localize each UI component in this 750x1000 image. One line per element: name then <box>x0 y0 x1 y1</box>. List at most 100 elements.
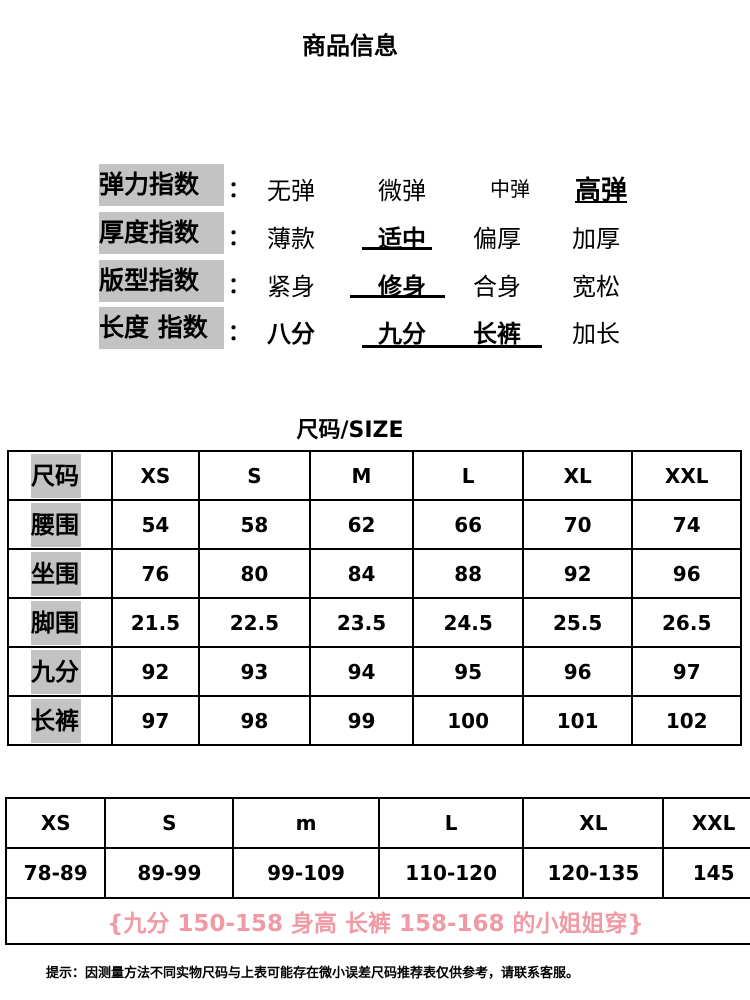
table-cell: 66 <box>412 499 524 550</box>
row-header: 长裤 <box>7 695 113 746</box>
table-cell: 98 <box>198 695 311 746</box>
table-row: 长裤 97 98 99 100 101 102 <box>7 695 742 746</box>
selection-underline <box>362 247 432 250</box>
column-header: L <box>377 797 525 849</box>
column-header: M <box>308 450 415 501</box>
table-row: 坐围 76 80 84 88 92 96 <box>7 548 742 599</box>
table-row: 脚围 21.5 22.5 23.5 24.5 25.5 26.5 <box>7 597 742 648</box>
index-option: 无弹 <box>267 177 315 205</box>
index-option: 紧身 <box>267 273 315 301</box>
table-cell: 25.5 <box>521 597 634 648</box>
row-header: 坐围 <box>7 548 113 599</box>
table-cell: 100 <box>412 695 524 746</box>
table-cell: 76 <box>110 548 201 599</box>
table-row: 78-89 89-99 99-109 110-120 120-135 145 <box>4 847 750 899</box>
table-cell: 99 <box>308 695 415 746</box>
table-cell: 74 <box>631 499 742 550</box>
table-cell: 94 <box>308 646 415 697</box>
index-option: 宽松 <box>572 273 620 301</box>
column-header: L <box>412 450 524 501</box>
column-header: XS <box>4 797 107 849</box>
row-header: 腰围 <box>7 499 113 550</box>
table-cell: 95 <box>412 646 524 697</box>
page-title: 商品信息 <box>302 32 398 60</box>
index-label: 厚度指数 <box>99 212 224 254</box>
table-cell: 92 <box>110 646 201 697</box>
table-cell: 23.5 <box>308 597 415 648</box>
height-note: {九分 150-158 身高 长裤 158-168 的小姐姐穿} <box>5 897 750 945</box>
index-label: 版型指数 <box>99 260 224 302</box>
table-cell: 80 <box>198 548 311 599</box>
column-header: XXL <box>631 450 742 501</box>
table-cell: 120-135 <box>522 847 665 899</box>
index-option: 加厚 <box>572 225 620 253</box>
table-cell: 110-120 <box>377 847 525 899</box>
table-cell: 21.5 <box>110 597 201 648</box>
selection-underline <box>350 295 445 298</box>
size-title: 尺码/SIZE <box>296 418 404 443</box>
selection-underline <box>362 345 542 348</box>
index-option: 薄款 <box>267 225 315 253</box>
row-header: 九分 <box>7 646 113 697</box>
table-row: 九分 92 93 94 95 96 97 <box>7 646 742 697</box>
index-option: 微弹 <box>378 177 426 205</box>
size-table: 尺码 XS S M L XL XXL 腰围 54 58 62 66 70 74 坐围 76 80 84 88 92 96… <box>7 450 742 746</box>
table-cell: 54 <box>110 499 201 550</box>
column-header: S <box>198 450 311 501</box>
table-cell: 92 <box>521 548 634 599</box>
index-option: 加长 <box>572 320 620 348</box>
index-option: 偏厚 <box>473 225 521 253</box>
row-header-label: 长裤 <box>31 698 81 743</box>
table-cell: 102 <box>631 695 742 746</box>
table-row: 尺码 XS S M L XL XXL <box>7 450 742 501</box>
column-header: XL <box>521 450 634 501</box>
index-option: 合身 <box>473 273 521 301</box>
table-cell: 88 <box>412 548 524 599</box>
index-label: 长度 指数 <box>99 307 224 349</box>
column-header: S <box>104 797 235 849</box>
row-header-label: 九分 <box>31 649 81 694</box>
table-cell: 101 <box>521 695 634 746</box>
index-option-selected: 九分 <box>378 320 426 348</box>
table-cell: 84 <box>308 548 415 599</box>
table-row: 腰围 54 58 62 66 70 74 <box>7 499 742 550</box>
column-header: m <box>232 797 380 849</box>
colon: ： <box>228 321 251 346</box>
colon: ： <box>228 274 251 299</box>
table-cell: 99-109 <box>232 847 380 899</box>
footer-note: 提示：因测量方法不同实物尺码与上表可能存在微小误差尺码推荐表仅供参考，请联系客服… <box>46 966 580 981</box>
index-option-selected: 长裤 <box>473 320 521 348</box>
row-header-label: 脚围 <box>31 600 81 645</box>
table-cell: 93 <box>198 646 311 697</box>
table-cell: 24.5 <box>412 597 524 648</box>
row-header: 尺码 <box>7 450 113 501</box>
colon: ： <box>228 178 251 203</box>
table-cell: 62 <box>308 499 415 550</box>
table-cell: 96 <box>631 548 742 599</box>
table-cell: 96 <box>521 646 634 697</box>
table-row: {九分 150-158 身高 长裤 158-168 的小姐姐穿} <box>5 897 750 945</box>
table-cell: 97 <box>631 646 742 697</box>
column-header: XS <box>110 450 201 501</box>
table-cell: 97 <box>110 695 201 746</box>
table-cell: 145 <box>662 847 750 899</box>
column-header: XL <box>522 797 665 849</box>
index-option-selected: 高弹 <box>575 176 628 206</box>
table-cell: 89-99 <box>104 847 235 899</box>
table-cell: 26.5 <box>631 597 742 648</box>
row-header-label: 尺码 <box>31 453 81 498</box>
table-cell: 70 <box>521 499 634 550</box>
column-header: XXL <box>662 797 750 849</box>
row-header-label: 腰围 <box>31 502 81 547</box>
index-label: 弹力指数 <box>99 164 224 206</box>
table-cell: 22.5 <box>198 597 311 648</box>
table-cell: 78-89 <box>4 847 107 899</box>
index-option: 中弹 <box>490 177 530 201</box>
row-header-label: 坐围 <box>31 551 81 596</box>
index-option: 八分 <box>267 320 315 348</box>
table-cell: 58 <box>198 499 311 550</box>
colon: ： <box>228 226 251 251</box>
row-header: 脚围 <box>7 597 113 648</box>
